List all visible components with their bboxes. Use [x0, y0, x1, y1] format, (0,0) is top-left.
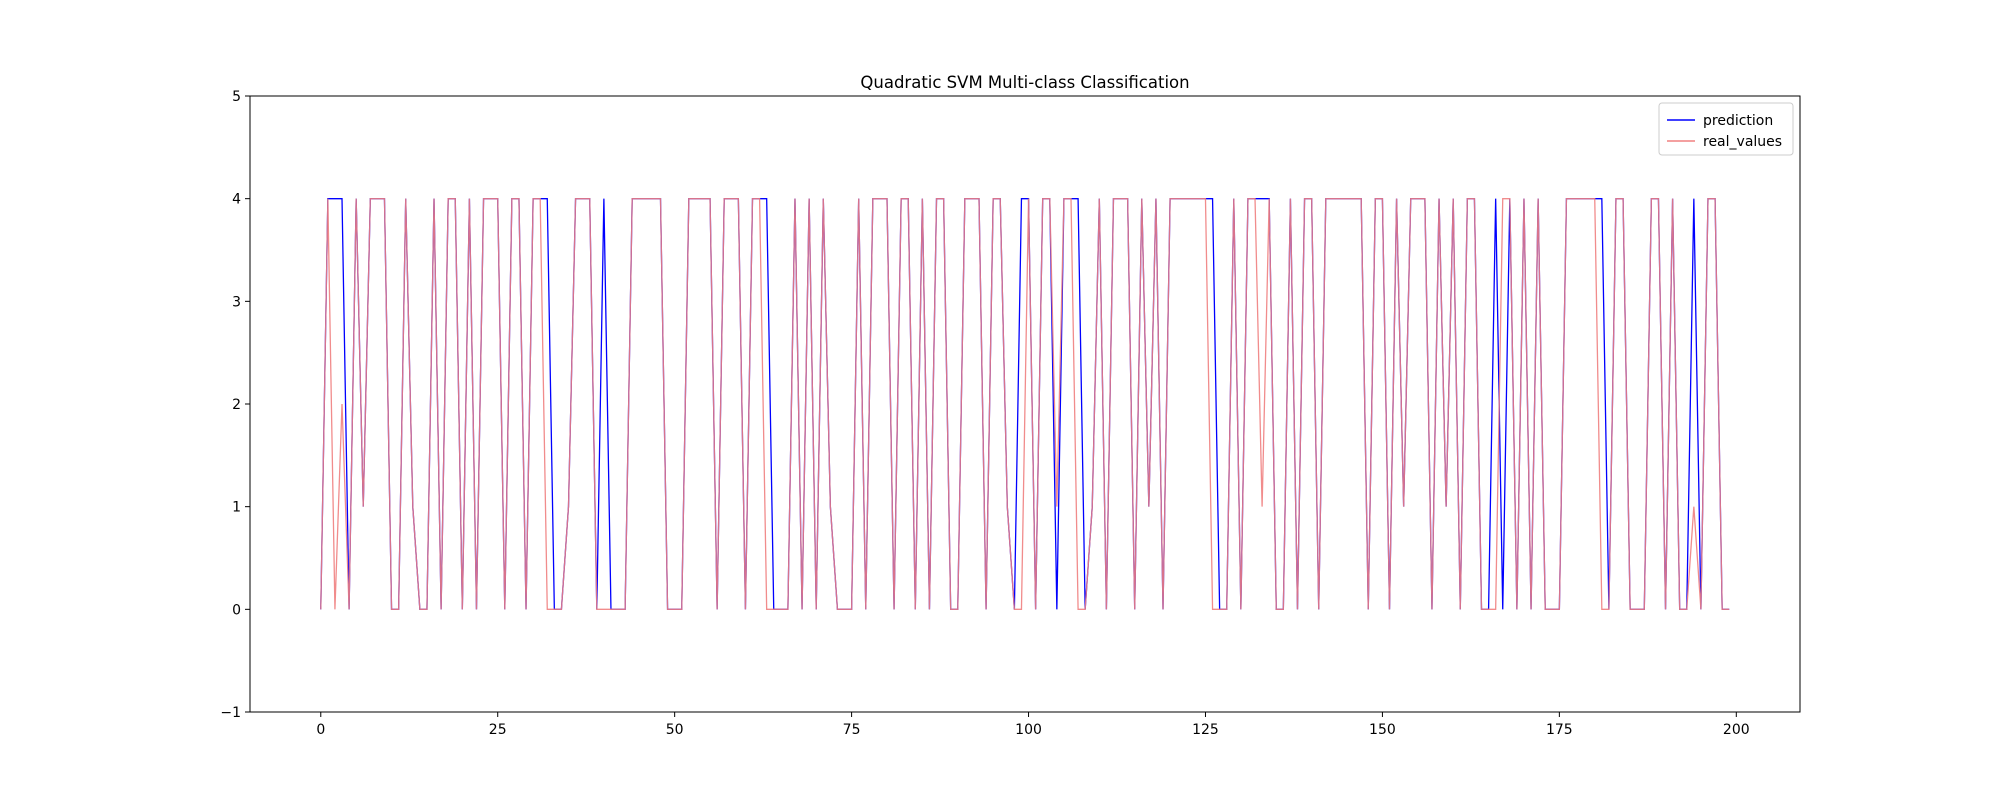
y-tick-label: −1 — [220, 705, 241, 721]
x-tick-label: 175 — [1546, 722, 1573, 738]
legend: prediction real_values — [1658, 102, 1794, 156]
x-tick-label: 50 — [666, 722, 684, 738]
x-tick-label: 150 — [1369, 722, 1396, 738]
y-tick-label: 4 — [232, 192, 241, 208]
chart-title: Quadratic SVM Multi-class Classification — [860, 73, 1189, 92]
legend-label-real-values: real_values — [1703, 134, 1782, 150]
plot-area — [320, 198, 1730, 610]
y-tick-label: 5 — [232, 89, 241, 105]
y-tick-label: 3 — [232, 294, 241, 310]
y-tick-label: 1 — [232, 500, 241, 516]
x-tick-label: 100 — [1015, 722, 1042, 738]
x-tick-label: 0 — [316, 722, 325, 738]
legend-box — [1658, 102, 1794, 156]
axes-frame — [249, 95, 1801, 713]
y-axis: −1 0 1 2 3 4 5 — [220, 89, 250, 721]
y-tick-label: 2 — [232, 397, 241, 413]
x-tick-label: 125 — [1192, 722, 1219, 738]
legend-label-prediction: prediction — [1703, 113, 1773, 129]
x-tick-label: 25 — [489, 722, 507, 738]
y-tick-label: 0 — [232, 602, 241, 618]
x-tick-label: 75 — [843, 722, 861, 738]
series-line-real-values — [320, 198, 1730, 610]
x-tick-label: 200 — [1723, 722, 1750, 738]
x-axis: 0 25 50 75 100 125 150 175 200 — [316, 712, 1750, 738]
